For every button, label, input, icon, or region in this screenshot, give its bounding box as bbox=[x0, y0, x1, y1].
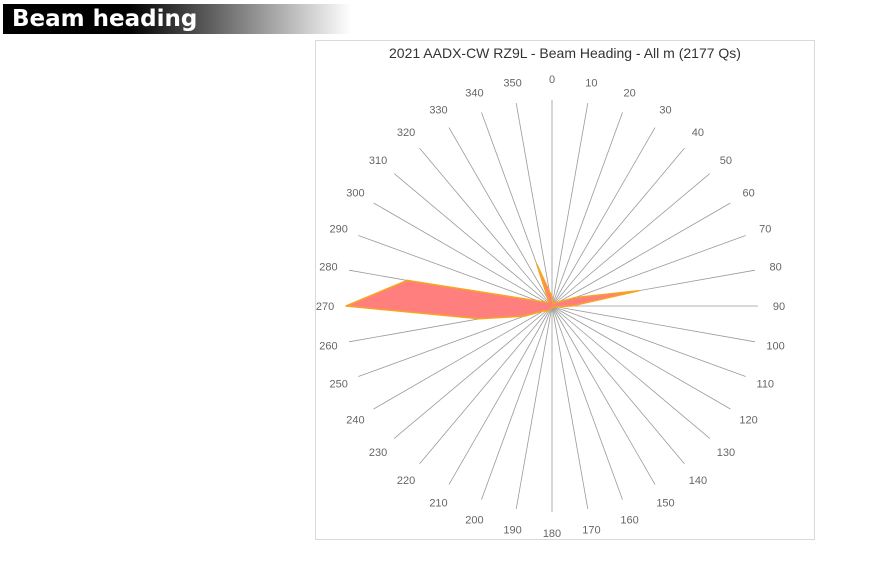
spoke-10 bbox=[551, 103, 589, 307]
spoke-130 bbox=[551, 305, 711, 439]
spoke-200 bbox=[481, 305, 553, 500]
spoke-20 bbox=[551, 112, 623, 307]
spoke-60 bbox=[551, 202, 731, 307]
angle-label-100: 100 bbox=[766, 340, 784, 352]
spoke-120 bbox=[551, 305, 731, 410]
angle-label-180: 180 bbox=[543, 528, 561, 540]
angle-label-60: 60 bbox=[742, 188, 754, 200]
spoke-330 bbox=[448, 127, 553, 307]
angle-label-260: 260 bbox=[319, 340, 337, 352]
spoke-40 bbox=[551, 147, 685, 307]
angle-label-10: 10 bbox=[585, 77, 597, 89]
spoke-210 bbox=[448, 305, 553, 485]
angle-label-50: 50 bbox=[720, 155, 732, 167]
angle-label-230: 230 bbox=[369, 447, 387, 459]
spoke-220 bbox=[419, 305, 553, 465]
series-area-0 bbox=[345, 263, 640, 320]
angle-label-160: 160 bbox=[620, 514, 638, 526]
angle-label-330: 330 bbox=[429, 104, 447, 116]
angle-label-320: 320 bbox=[397, 127, 415, 139]
angle-label-170: 170 bbox=[582, 525, 600, 537]
angle-label-20: 20 bbox=[623, 88, 635, 100]
angle-label-310: 310 bbox=[369, 155, 387, 167]
chart-title: 2021 AADX-CW RZ9L - Beam Heading - All m… bbox=[389, 45, 741, 61]
angle-label-90: 90 bbox=[773, 301, 785, 313]
angle-label-340: 340 bbox=[465, 88, 483, 100]
angle-label-270: 270 bbox=[316, 301, 334, 313]
spoke-170 bbox=[551, 305, 589, 509]
angle-label-290: 290 bbox=[330, 223, 348, 235]
spoke-230 bbox=[393, 305, 553, 439]
spoke-190 bbox=[515, 305, 553, 509]
spoke-140 bbox=[551, 305, 685, 465]
spoke-100 bbox=[551, 305, 755, 343]
spoke-160 bbox=[551, 305, 623, 500]
spoke-110 bbox=[551, 305, 746, 377]
angle-label-300: 300 bbox=[346, 188, 364, 200]
angle-label-30: 30 bbox=[659, 104, 671, 116]
angle-label-240: 240 bbox=[346, 415, 364, 427]
spoke-250 bbox=[358, 305, 553, 377]
spoke-310 bbox=[393, 173, 553, 307]
angle-label-110: 110 bbox=[757, 379, 775, 391]
angle-label-120: 120 bbox=[739, 415, 757, 427]
section-title: Beam heading bbox=[12, 6, 198, 32]
angle-label-200: 200 bbox=[465, 514, 483, 526]
spoke-150 bbox=[551, 305, 656, 485]
spoke-300 bbox=[373, 202, 553, 307]
spoke-240 bbox=[373, 305, 553, 410]
spoke-350 bbox=[515, 103, 553, 307]
angle-label-190: 190 bbox=[503, 525, 521, 537]
angle-label-220: 220 bbox=[397, 475, 415, 487]
angle-label-40: 40 bbox=[692, 127, 704, 139]
angle-label-0: 0 bbox=[549, 74, 555, 86]
radar-plot: 0 10 20 30 40 50 60 70 80 90 100 110 120 130 140 150 160… bbox=[316, 74, 785, 540]
angle-label-70: 70 bbox=[759, 223, 771, 235]
spoke-70 bbox=[551, 235, 746, 307]
spoke-50 bbox=[551, 173, 711, 307]
spoke-290 bbox=[358, 235, 553, 307]
angle-label-140: 140 bbox=[689, 475, 707, 487]
angle-label-280: 280 bbox=[319, 262, 337, 274]
angle-label-150: 150 bbox=[656, 498, 674, 510]
angle-label-210: 210 bbox=[429, 498, 447, 510]
angle-label-250: 250 bbox=[330, 379, 348, 391]
angle-label-130: 130 bbox=[717, 447, 735, 459]
angle-label-80: 80 bbox=[769, 262, 781, 274]
angle-label-350: 350 bbox=[503, 77, 521, 89]
section-header: Beam heading bbox=[3, 4, 351, 34]
spoke-30 bbox=[551, 127, 656, 307]
spoke-320 bbox=[419, 147, 553, 307]
beam-heading-chart: 2021 AADX-CW RZ9L - Beam Heading - All m… bbox=[315, 40, 815, 540]
